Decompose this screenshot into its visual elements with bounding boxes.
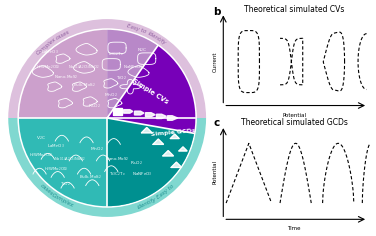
Text: Bulk-MoS$_2$: Bulk-MoS$_2$ [73, 81, 96, 89]
Wedge shape [107, 30, 158, 118]
Text: RuO$_2$: RuO$_2$ [129, 160, 143, 167]
Text: TiO$_2$: TiO$_2$ [61, 180, 71, 188]
Text: Simple GCDs: Simple GCDs [150, 128, 196, 137]
Text: Nb$_{0.14}$A$_2$O$_5$/NbO$_2$: Nb$_{0.14}$A$_2$O$_5$/NbO$_2$ [68, 63, 100, 71]
Text: $\mathregular{H_2WMo_2O_{10}}$: $\mathregular{H_2WMo_2O_{10}}$ [29, 151, 53, 159]
Text: Nb$_{0.14}$A$_2$O$_5$/NbO$_2$: Nb$_{0.14}$A$_2$O$_5$/NbO$_2$ [54, 156, 86, 163]
Text: Simple CVs: Simple CVs [131, 78, 169, 105]
Polygon shape [171, 162, 182, 168]
Text: b: b [213, 7, 221, 17]
Polygon shape [167, 116, 177, 120]
Text: Current: Current [212, 51, 217, 72]
Polygon shape [112, 108, 121, 115]
Text: TiO$_2$: TiO$_2$ [117, 75, 127, 82]
Text: MnO$_2$: MnO$_2$ [90, 146, 104, 153]
Text: Easy to: Easy to [126, 23, 147, 34]
Text: Potential: Potential [282, 113, 306, 118]
Polygon shape [135, 111, 144, 115]
Polygon shape [170, 134, 179, 139]
Text: Theoretical simulated GCDs: Theoretical simulated GCDs [241, 118, 348, 127]
Text: MnO$_2$: MnO$_2$ [105, 91, 118, 99]
Text: Time: Time [288, 226, 301, 231]
Polygon shape [179, 147, 187, 151]
Text: N$_2$C: N$_2$C [137, 46, 147, 54]
Text: c: c [213, 118, 220, 128]
Polygon shape [146, 113, 155, 117]
Text: NaNFeO$_3$: NaNFeO$_3$ [123, 63, 144, 71]
Wedge shape [107, 46, 196, 133]
Wedge shape [8, 19, 206, 118]
Text: Complex: Complex [51, 193, 75, 209]
Polygon shape [123, 110, 133, 113]
Text: Potential: Potential [212, 160, 217, 184]
Text: $\mathregular{H_2WMo_2O_{10}}$: $\mathregular{H_2WMo_2O_{10}}$ [44, 165, 68, 173]
Text: LaMnO$_3$: LaMnO$_3$ [47, 142, 65, 150]
Text: RuO$_2$: RuO$_2$ [88, 103, 101, 110]
Polygon shape [156, 114, 167, 118]
Text: identify: identify [136, 197, 157, 210]
Text: $\mathregular{H_2WMo_2O_{10}}$: $\mathregular{H_2WMo_2O_{10}}$ [36, 63, 60, 71]
Text: LaMnO$_3$: LaMnO$_3$ [41, 48, 58, 56]
Wedge shape [8, 118, 206, 217]
Wedge shape [19, 30, 107, 118]
Text: Bulk-MoS$_2$: Bulk-MoS$_2$ [79, 173, 102, 181]
Text: NaNFeO$_3$: NaNFeO$_3$ [132, 170, 152, 178]
Text: Nano-MoS$_2$: Nano-MoS$_2$ [105, 156, 129, 163]
Text: Ti$_3$C$_2$T$_x$: Ti$_3$C$_2$T$_x$ [107, 50, 124, 58]
Polygon shape [163, 151, 173, 156]
Polygon shape [153, 139, 164, 144]
Wedge shape [107, 118, 194, 206]
Text: Nano-MoS$_2$: Nano-MoS$_2$ [54, 73, 78, 80]
Text: V$_2$C: V$_2$C [36, 135, 46, 142]
Text: Theoretical simulated CVs: Theoretical simulated CVs [244, 5, 344, 14]
Wedge shape [19, 118, 194, 206]
Text: Easy to: Easy to [156, 184, 174, 200]
Polygon shape [141, 127, 152, 133]
Text: Identify: Identify [147, 31, 167, 46]
Text: Ti$_3$C$_2$T$_x$: Ti$_3$C$_2$T$_x$ [109, 170, 126, 178]
Text: Complex: Complex [36, 36, 58, 56]
Circle shape [18, 29, 196, 207]
Text: cases: cases [55, 29, 71, 41]
Text: cases: cases [39, 183, 54, 197]
